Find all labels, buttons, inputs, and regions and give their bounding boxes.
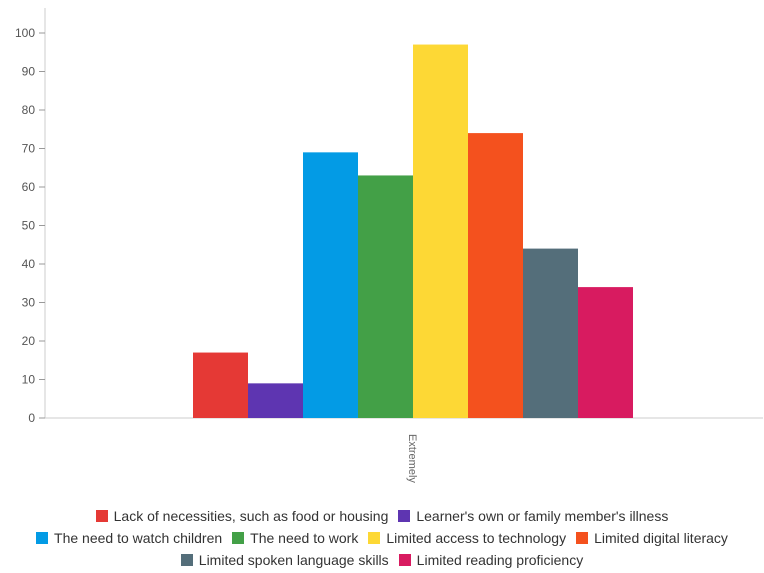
legend-item-illness[interactable]: Learner's own or family member's illness <box>398 508 668 524</box>
legend-swatch-watch-children <box>36 531 49 544</box>
chart-canvas: 0 10 20 30 40 50 60 70 80 90 100 Extremely <box>15 8 763 483</box>
bar-the-need-to-work <box>358 175 413 418</box>
bar-limited-digital-literacy <box>468 133 523 418</box>
legend-swatch-need-to-work <box>232 531 245 544</box>
legend-item-reading-proficiency[interactable]: Limited reading proficiency <box>398 551 584 568</box>
legend-label-lack-of-necessities: Lack of necessities, such as food or hou… <box>113 507 389 524</box>
legend-item-spoken-language[interactable]: Limited spoken language skills <box>180 551 389 568</box>
bar-limited-spoken-language-skills <box>523 248 578 418</box>
legend-row-1: Lack of necessities, such as food or hou… <box>0 506 764 525</box>
legend-swatch-lack-of-necessities <box>95 509 108 522</box>
y-tick-label-50: 50 <box>22 219 36 233</box>
y-tick-label-30: 30 <box>22 296 36 310</box>
legend-label-access-technology: Limited access to technology <box>386 529 567 546</box>
legend-label-need-to-work: The need to work <box>250 529 359 546</box>
y-tick-label-40: 40 <box>22 257 36 271</box>
legend-swatch-spoken-language <box>180 553 193 566</box>
legend-label-watch-children: The need to watch children <box>54 529 223 546</box>
legend-item-need-to-work[interactable]: The need to work <box>232 530 358 546</box>
y-tick-label-80: 80 <box>22 103 36 117</box>
legend-item-digital-literacy[interactable]: Limited digital literacy <box>576 530 728 546</box>
legend-label-digital-literacy: Limited digital literacy <box>594 529 728 546</box>
bar-limited-reading-proficiency <box>578 287 633 418</box>
legend-swatch-digital-literacy <box>576 531 589 544</box>
legend-item-access-technology[interactable]: Limited access to technology <box>368 530 566 546</box>
bar-lack-of-necessities-such-as-food-or-housing <box>193 352 248 418</box>
y-tick-label-0: 0 <box>28 411 35 425</box>
y-tick-label-10: 10 <box>22 373 36 387</box>
bar-limited-access-to-technology <box>413 44 468 419</box>
y-tick-label-60: 60 <box>22 180 36 194</box>
y-tick-label-90: 90 <box>22 65 36 79</box>
legend-row-2: The need to watch children The need to w… <box>0 528 764 547</box>
bar-the-need-to-watch-children <box>303 152 358 418</box>
legend-label-illness: Learner's own or family member's illness <box>416 507 669 524</box>
legend-swatch-illness <box>398 509 411 522</box>
y-tick-label-70: 70 <box>22 142 36 156</box>
bar-learner-s-own-or-family-member-s-illness <box>248 383 303 418</box>
legend-swatch-access-technology <box>368 531 381 544</box>
y-tick-label-100: 100 <box>15 26 35 40</box>
legend-item-watch-children[interactable]: The need to watch children <box>36 530 222 546</box>
legend-row-3: Limited spoken language skills Limited r… <box>0 550 764 569</box>
x-tick-label-extremely: Extremely <box>406 434 418 483</box>
y-tick-label-20: 20 <box>22 334 36 348</box>
legend-label-spoken-language: Limited spoken language skills <box>198 551 389 568</box>
legend-label-reading-proficiency: Limited reading proficiency <box>416 551 584 568</box>
legend-swatch-reading-proficiency <box>398 553 411 566</box>
chart-legend: Lack of necessities, such as food or hou… <box>0 506 764 569</box>
legend-item-lack-of-necessities[interactable]: Lack of necessities, such as food or hou… <box>95 507 389 524</box>
